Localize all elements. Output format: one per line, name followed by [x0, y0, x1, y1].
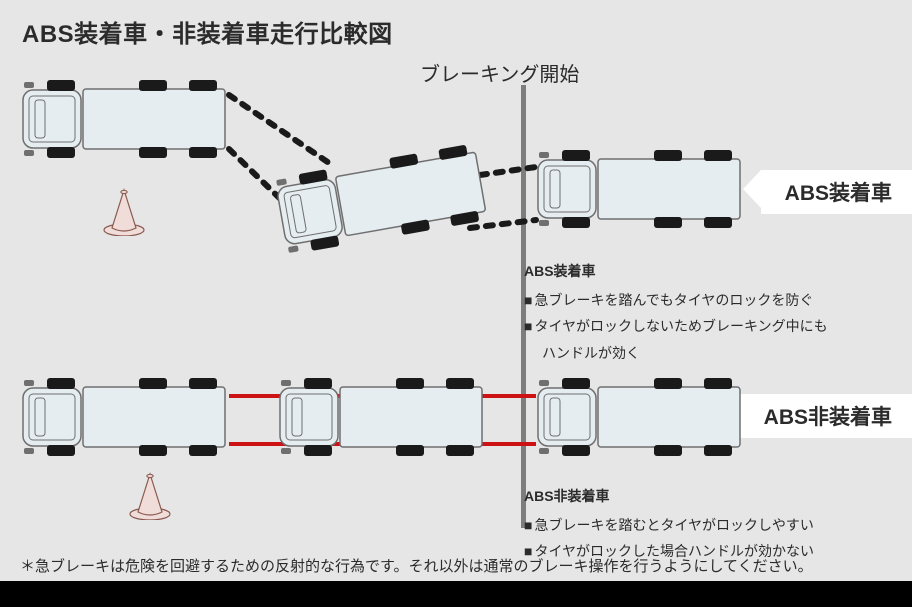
desc-noabs-line1: 急ブレーキを踏むとタイヤがロックしやすい: [524, 512, 814, 539]
truck-abs-t1: [536, 150, 744, 228]
desc-abs-line2: タイヤがロックしないためブレーキング中にも: [524, 313, 828, 340]
truck-noabs-t2: [278, 378, 486, 456]
description-abs: ABS装着車 急ブレーキを踏んでもタイヤのロックを防ぐ タイヤがロックしないため…: [524, 258, 828, 366]
truck-abs-t3: [21, 80, 229, 158]
truck-noabs-t1: [536, 378, 744, 456]
row-label-noabs: ABS非装着車: [740, 394, 912, 438]
desc-noabs-title: ABS非装着車: [524, 483, 814, 510]
diagram-canvas: ABS装着車・非装着車走行比較図 ブレーキング開始 ABS装着車 ABS非装着車…: [0, 0, 912, 581]
truck-abs-t2: [273, 143, 491, 256]
footnote: ＊急ブレーキは危険を回避するための反射的な行為です。それ以外は通常のブレーキ操作…: [20, 555, 813, 576]
desc-abs-line1: 急ブレーキを踏んでもタイヤのロックを防ぐ: [524, 287, 828, 314]
desc-abs-title: ABS装着車: [524, 258, 828, 285]
diagram-title: ABS装着車・非装着車走行比較図: [22, 14, 393, 49]
traffic-cone-cone-noabs: [128, 470, 172, 520]
description-noabs: ABS非装着車 急ブレーキを踏むとタイヤがロックしやすい タイヤがロックした場合…: [524, 483, 814, 565]
row-label-abs: ABS装着車: [761, 170, 912, 214]
desc-abs-line3: ハンドルが効く: [542, 340, 828, 367]
brake-start-label: ブレーキング開始: [420, 58, 579, 87]
traffic-cone-cone-abs: [102, 186, 146, 236]
truck-noabs-t3: [21, 378, 229, 456]
